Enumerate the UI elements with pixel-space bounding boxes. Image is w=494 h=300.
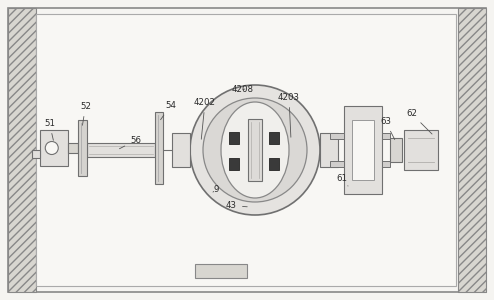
Bar [87,143,155,157]
Bar [320,133,338,167]
Bar [155,112,163,184]
Circle shape [45,142,58,154]
Ellipse shape [221,102,289,198]
Bar [8,8,36,292]
Bar [229,158,239,170]
Text: 52: 52 [80,102,91,125]
Text: 62: 62 [406,109,432,134]
Text: 9: 9 [213,185,218,194]
Bar [458,8,486,292]
Bar [229,132,239,144]
Bar [352,120,374,180]
Bar [330,161,344,167]
Text: 51: 51 [44,119,55,140]
Text: 43: 43 [226,201,247,210]
Bar [269,132,279,144]
Text: 54: 54 [161,101,176,120]
Bar [36,14,456,286]
Text: 4202: 4202 [194,98,216,139]
Bar [382,133,390,139]
Bar [40,130,68,166]
Bar [269,158,279,170]
Bar [330,133,344,139]
Bar [32,150,40,158]
Text: 4208: 4208 [232,85,254,94]
Bar [344,106,382,194]
Bar [382,161,390,167]
Bar [248,119,262,181]
Text: 61: 61 [336,174,348,186]
Text: 63: 63 [380,117,395,140]
Bar [195,264,247,278]
Bar [390,138,402,162]
Text: 56: 56 [120,136,141,149]
Circle shape [190,85,320,215]
Text: 4203: 4203 [278,93,300,137]
Circle shape [203,98,307,202]
Bar [78,120,87,176]
Bar [172,133,190,167]
Bar [404,130,438,170]
Bar [68,142,78,153]
